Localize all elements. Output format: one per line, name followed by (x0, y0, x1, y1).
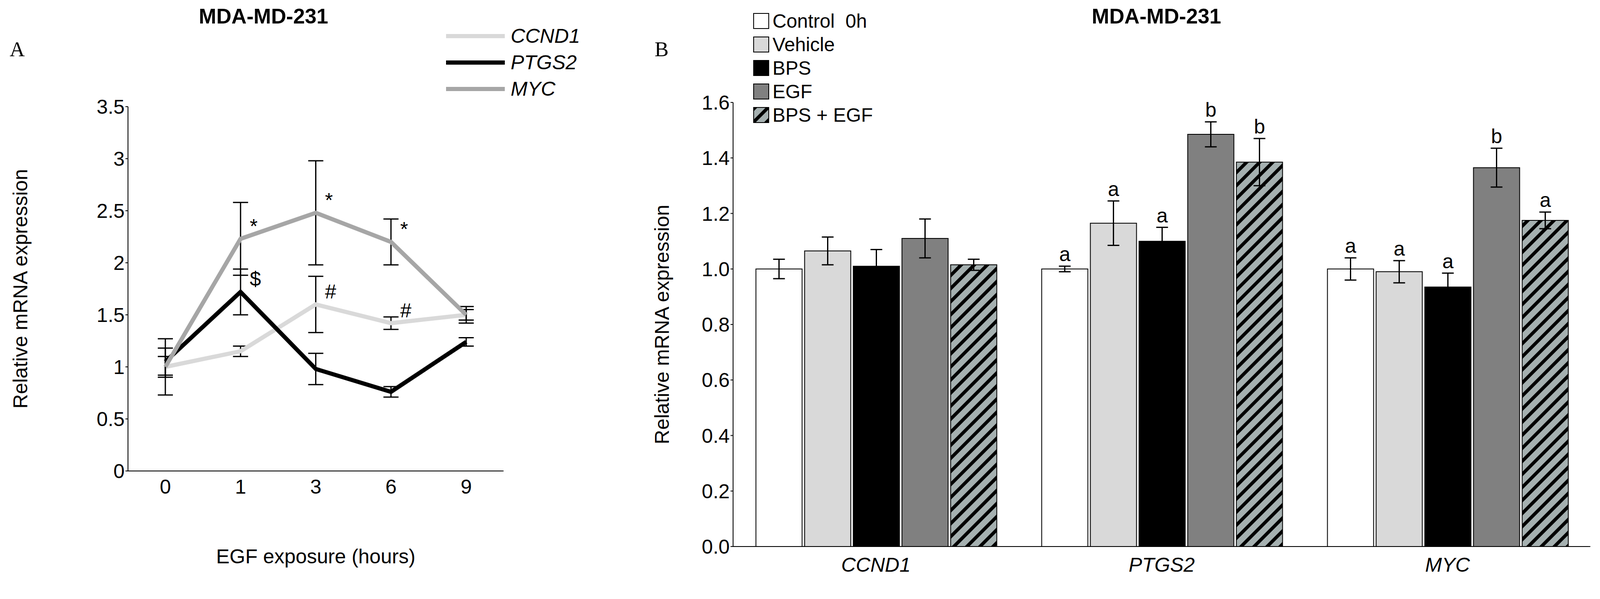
svg-text:0.4: 0.4 (701, 424, 730, 447)
svg-text:a: a (1442, 250, 1454, 273)
svg-text:0: 0 (113, 459, 125, 483)
svg-text:1.5: 1.5 (96, 303, 125, 327)
svg-text:b: b (1490, 125, 1503, 148)
html-text:Control 0h: Control 0h (772, 10, 867, 32)
svg-text:0.8: 0.8 (701, 313, 730, 336)
svg-text:#: # (400, 299, 412, 322)
html-text:BPS + EGF: BPS + EGF (772, 104, 873, 126)
svg-text:MYC: MYC (1425, 553, 1470, 576)
svg-text:2.5: 2.5 (96, 199, 125, 222)
svg-text:1.4: 1.4 (701, 146, 730, 170)
svg-text:0.2: 0.2 (701, 480, 730, 503)
svg-text:0.5: 0.5 (96, 407, 125, 431)
svg-text:*: * (325, 188, 334, 212)
svg-text:6: 6 (385, 475, 397, 498)
svg-text:a: a (1059, 242, 1071, 266)
svg-text:2: 2 (113, 251, 125, 275)
svg-text:a: a (1344, 234, 1357, 257)
svg-text:$: $ (249, 267, 262, 290)
html-text:Vehicle: Vehicle (772, 33, 835, 56)
svg-text:1.2: 1.2 (701, 202, 730, 225)
html-text:PTGS2: PTGS2 (510, 51, 577, 74)
html-text:A: A (9, 37, 25, 61)
html-text:EGF: EGF (772, 80, 813, 103)
html-text:MDA-MD-231: MDA-MD-231 (198, 4, 329, 29)
svg-text:1: 1 (113, 355, 125, 379)
svg-text:b: b (1205, 98, 1217, 121)
html-text:Relative mRNA expression: Relative mRNA expression (9, 168, 32, 409)
html-text:BPS: BPS (772, 57, 812, 79)
svg-text:PTGS2: PTGS2 (1128, 553, 1195, 576)
html-text:MYC: MYC (510, 77, 556, 100)
svg-text:1.0: 1.0 (701, 258, 730, 281)
svg-text:0.0: 0.0 (701, 535, 730, 558)
svg-text:a: a (1107, 177, 1120, 201)
html-text:CCND1: CCND1 (510, 24, 581, 47)
svg-text:3.5: 3.5 (96, 95, 125, 118)
svg-text:a: a (1156, 204, 1168, 227)
html-text:Relative mRNA expression: Relative mRNA expression (650, 204, 673, 445)
svg-text:0: 0 (159, 475, 172, 498)
svg-text:a: a (1393, 237, 1405, 260)
svg-text:CCND1: CCND1 (841, 553, 911, 576)
svg-text:a: a (1539, 188, 1551, 212)
html-text:B: B (654, 37, 669, 61)
svg-text:3: 3 (113, 147, 125, 170)
html-text:MDA-MD-231: MDA-MD-231 (1091, 4, 1222, 29)
html-text:EGF exposure (hours): EGF exposure (hours) (216, 545, 416, 568)
svg-text:9: 9 (460, 475, 473, 498)
svg-text:1.6: 1.6 (701, 91, 730, 114)
svg-text:#: # (325, 280, 337, 303)
svg-text:1: 1 (234, 475, 247, 498)
svg-text:0.6: 0.6 (701, 368, 730, 392)
svg-text:*: * (400, 217, 409, 241)
svg-text:3: 3 (310, 475, 322, 498)
svg-text:b: b (1253, 115, 1266, 138)
svg-text:*: * (249, 214, 258, 238)
